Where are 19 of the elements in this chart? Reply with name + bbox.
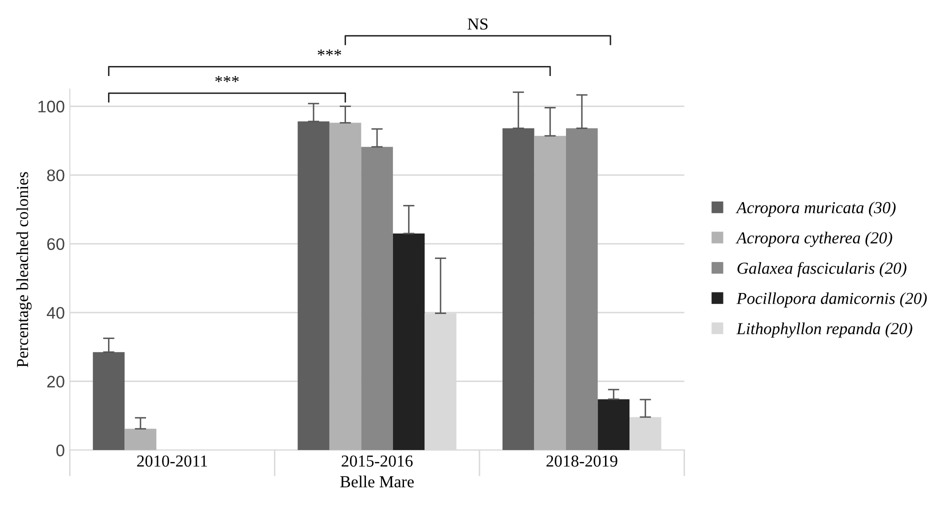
x-axis-title: Belle Mare — [340, 476, 414, 488]
legend-label: Acropora muricata (30) — [736, 202, 896, 217]
y-tick-label: 40 — [46, 306, 64, 319]
y-tick-label: 80 — [47, 169, 64, 182]
x-tick-label: 2010-2011 — [137, 455, 208, 467]
x-tick-label: 2015-2016 — [342, 455, 413, 467]
legend-label: Acropora cytherea (20) — [736, 232, 892, 247]
y-axis-title: Percentage bleached colonies — [16, 172, 32, 368]
text: NS — [468, 18, 488, 30]
legend-label: Pocillopora damicornis (20) — [736, 292, 927, 308]
y-tick-label: 60 — [47, 238, 64, 250]
y-tick-label: 0 — [56, 444, 64, 456]
x-tick-label: 2018-2019 — [546, 455, 618, 467]
legend-label: Lithophyllon repanda (20) — [736, 322, 912, 338]
text: *** — [215, 76, 239, 82]
text: *** — [318, 50, 342, 56]
y-tick-label: 20 — [47, 376, 64, 388]
y-tick-label: 100 — [38, 100, 64, 112]
legend-label: Galaxea fascicularis (20) — [737, 262, 906, 278]
